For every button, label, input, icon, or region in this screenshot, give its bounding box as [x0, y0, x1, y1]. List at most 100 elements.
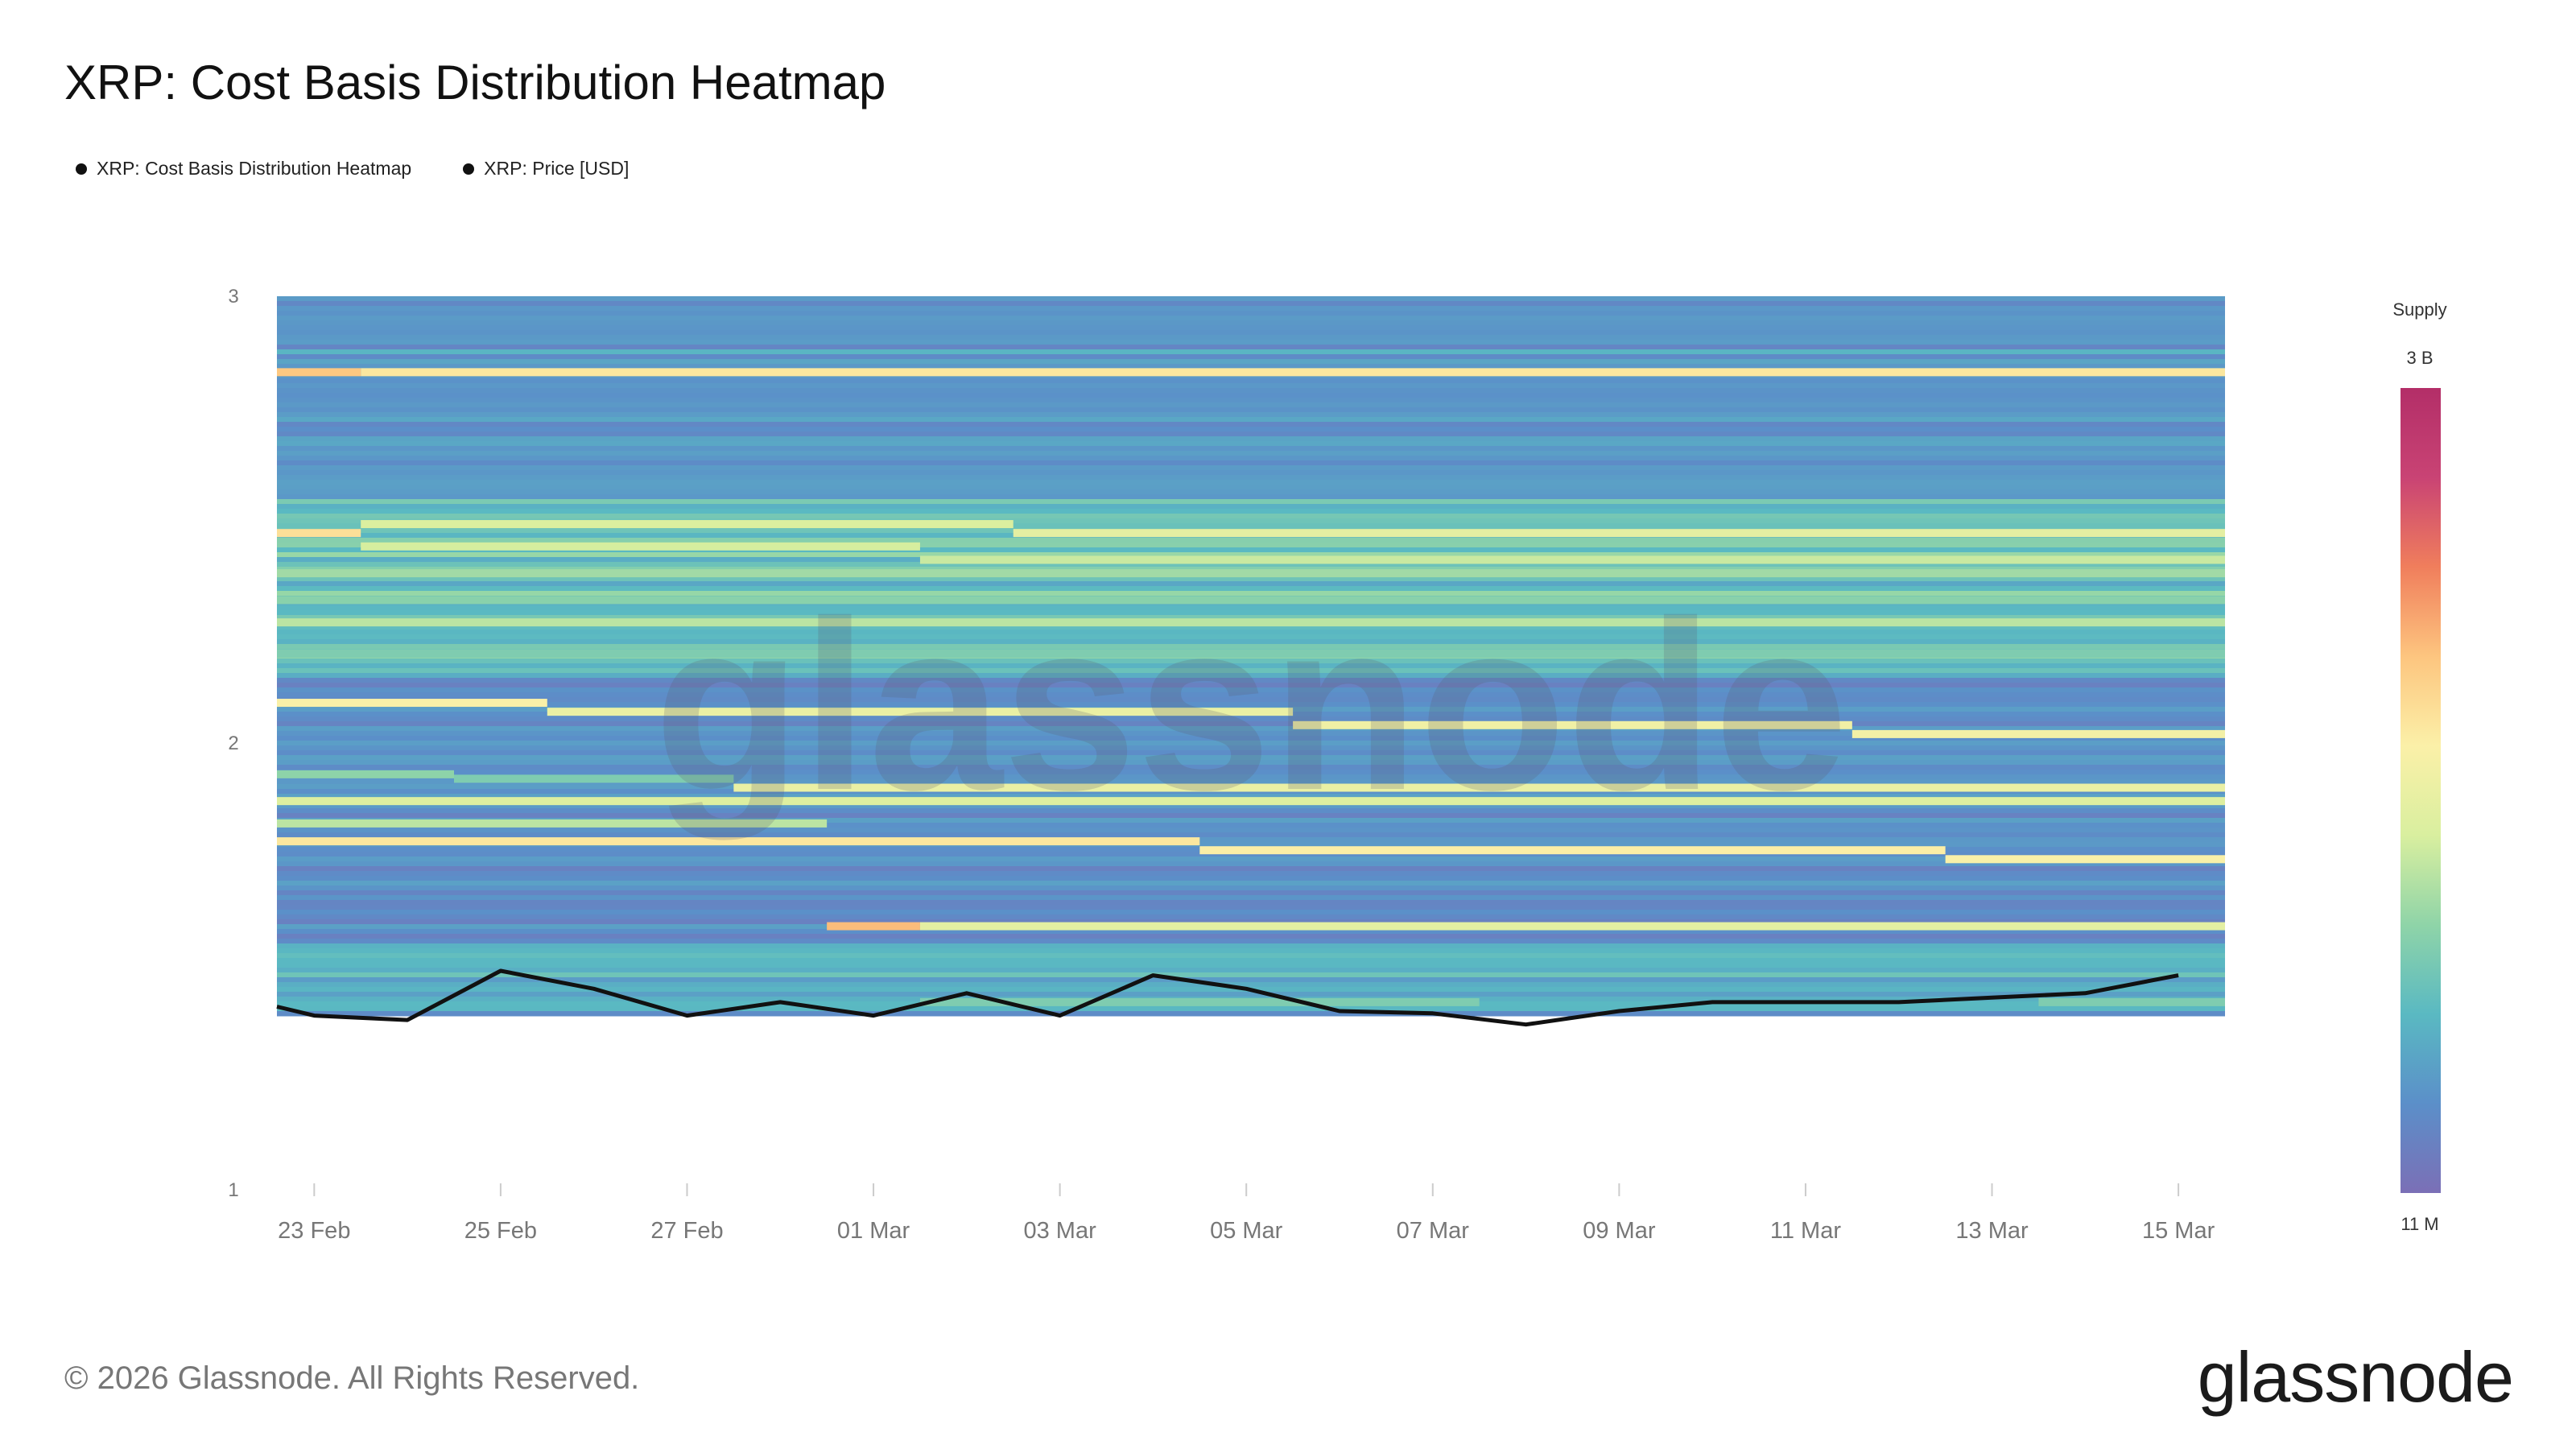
- heatmap-band: [277, 650, 2225, 658]
- heatmap-row: [277, 359, 2225, 365]
- heatmap-row: [277, 393, 2225, 398]
- heatmap-row: [277, 378, 2225, 384]
- legend-dot-icon: [76, 163, 87, 175]
- legend-item-price[interactable]: XRP: Price [USD]: [463, 158, 629, 180]
- heatmap-row: [277, 644, 2225, 650]
- heatmap-row: [277, 547, 2225, 553]
- heatmap-row: [277, 605, 2225, 611]
- heatmap-band: [277, 837, 1200, 846]
- heatmap-row: [277, 668, 2225, 674]
- heatmap-row: [277, 842, 2225, 848]
- heatmap-row: [277, 446, 2225, 452]
- heatmap-row: [277, 398, 2225, 403]
- heatmap-row: [277, 736, 2225, 741]
- heatmap-row: [277, 765, 2225, 770]
- heatmap-band: [1293, 720, 1852, 729]
- x-tick-label: 25 Feb: [464, 1218, 537, 1244]
- heatmap-row: [277, 1006, 2225, 1012]
- heatmap-row: [277, 721, 2225, 727]
- heatmap-band: [827, 922, 920, 931]
- heatmap-row: [277, 837, 2225, 843]
- heatmap-row: [277, 543, 2225, 548]
- heatmap-row: [277, 852, 2225, 857]
- heatmap-row: [277, 741, 2225, 746]
- heatmap-band: [547, 708, 1294, 716]
- heatmap-row: [277, 422, 2225, 427]
- heatmap-row: [277, 509, 2225, 514]
- heatmap-row: [277, 412, 2225, 418]
- heatmap-row: [277, 687, 2225, 693]
- heatmap-row: [277, 871, 2225, 877]
- colorbar-min-label: 11 M: [2401, 1214, 2438, 1234]
- colorbar: Supply 3 B 11 M: [2392, 299, 2446, 1234]
- heatmap-row: [277, 808, 2225, 814]
- heatmap-band: [1199, 846, 1946, 855]
- heatmap-row: [277, 755, 2225, 761]
- legend-label-heatmap: XRP: Cost Basis Distribution Heatmap: [97, 158, 412, 179]
- price-line: [276, 968, 2179, 1027]
- x-tick-label: 23 Feb: [278, 1218, 350, 1244]
- heatmap-row: [277, 330, 2225, 336]
- heatmap-band: [454, 774, 734, 783]
- heatmap-row: [277, 296, 2225, 302]
- heatmap-row: [277, 794, 2225, 799]
- price-line-layer: [276, 968, 2179, 1027]
- x-tick-label: 05 Mar: [1210, 1218, 1283, 1244]
- heatmap-row: [277, 919, 2225, 925]
- heatmap-row: [277, 982, 2225, 988]
- heatmap-row: [277, 388, 2225, 394]
- colorbar-max-label: 3 B: [2406, 348, 2433, 368]
- x-tick-label: 13 Mar: [1955, 1218, 2029, 1244]
- glassnode-logo[interactable]: glassnode: [2197, 1337, 2514, 1417]
- heatmap-row: [277, 364, 2225, 369]
- heatmap-row: [277, 504, 2225, 510]
- heatmap-row: [277, 663, 2225, 669]
- heatmap-row: [277, 354, 2225, 360]
- heatmap-row: [277, 480, 2225, 485]
- heatmap-row: [277, 576, 2225, 582]
- heatmap-row: [277, 417, 2225, 423]
- heatmap-row: [277, 523, 2225, 529]
- x-axis: 23 Feb 25 Feb 27 Feb 01 Mar 03 Mar 05 Mar 07 M…: [278, 1183, 2215, 1244]
- heatmap-row: [277, 861, 2225, 867]
- heatmap-row: [277, 731, 2225, 737]
- heatmap-row: [277, 818, 2225, 824]
- colorbar-scale: [2401, 388, 2441, 1193]
- heatmap-band: [2038, 997, 2225, 1006]
- heatmap-row: [277, 475, 2225, 481]
- y-axis: 3 2 1: [228, 286, 238, 1201]
- heatmap-row: [277, 953, 2225, 959]
- x-tick-label: 09 Mar: [1583, 1218, 1656, 1244]
- x-tick-label: 11 Mar: [1770, 1218, 1841, 1244]
- heatmap-row: [277, 803, 2225, 809]
- heatmap-row: [277, 615, 2225, 621]
- heatmap-band: [919, 997, 1480, 1006]
- heatmap-row: [277, 625, 2225, 630]
- heatmap-row: [277, 345, 2225, 350]
- heatmap-row: [277, 489, 2225, 495]
- heatmap-row: [277, 828, 2225, 833]
- heatmap-row: [277, 726, 2225, 732]
- heatmap-band: [919, 555, 2225, 564]
- legend-item-heatmap[interactable]: XRP: Cost Basis Distribution Heatmap: [76, 158, 411, 180]
- heatmap-band: [277, 797, 2225, 806]
- heatmap-band: [733, 783, 2225, 792]
- heatmap-row: [277, 683, 2225, 688]
- heatmap-row: [277, 311, 2225, 316]
- heatmap-row: [277, 914, 2225, 920]
- heatmap-row: [277, 910, 2225, 915]
- heatmap-row: [277, 958, 2225, 964]
- heatmap-band: [361, 368, 2225, 377]
- x-tick-label: 01 Mar: [837, 1218, 910, 1244]
- heatmap-row: [277, 745, 2225, 751]
- heatmap-row: [277, 552, 2225, 558]
- heatmap-row: [277, 316, 2225, 321]
- footer-copyright: © 2026 Glassnode. All Rights Reserved.: [64, 1360, 640, 1396]
- heatmap-band: [277, 529, 361, 538]
- heatmap-row: [277, 774, 2225, 780]
- heatmap-band: [361, 520, 1013, 529]
- heatmap-row: [277, 678, 2225, 683]
- heatmap-row: [277, 992, 2225, 997]
- heatmap-row: [277, 402, 2225, 408]
